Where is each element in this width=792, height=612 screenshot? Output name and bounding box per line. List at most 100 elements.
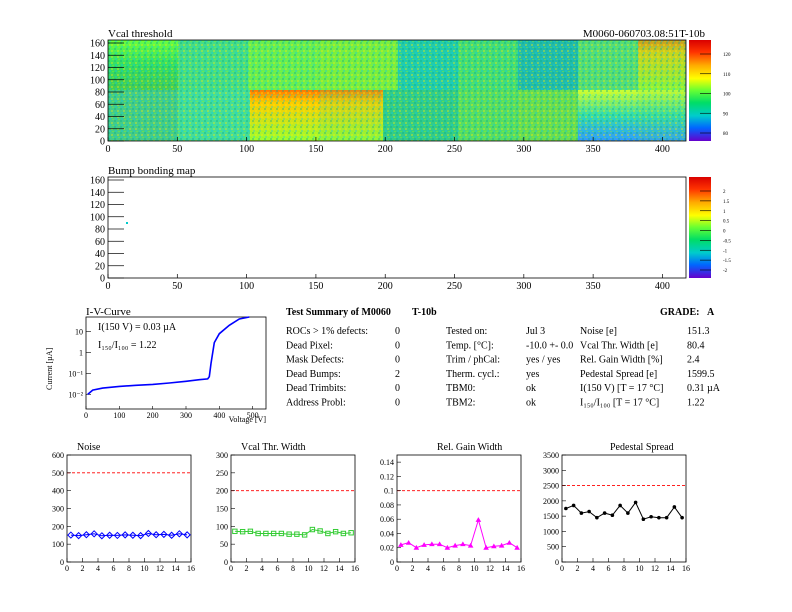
vcal-map-frame [107, 39, 687, 142]
data-point [587, 509, 591, 514]
y-tick-label: 120 [90, 200, 105, 211]
y-tick-label: 0 [60, 558, 64, 567]
x-tick-label: 100 [239, 144, 254, 155]
vcal-map-title: Vcal threshold [108, 28, 173, 40]
y-tick-label: 0.14 [380, 458, 394, 467]
series-line [400, 518, 518, 549]
y-tick-label: 150 [216, 505, 228, 514]
y-tick-label: 140 [90, 188, 105, 199]
x-tick-label: 250 [447, 281, 462, 292]
data-point [183, 531, 191, 539]
data-point [239, 528, 246, 535]
vcal-color-scale: 120 110 100 90 80 [689, 40, 731, 141]
x-tick-label: 8 [622, 564, 626, 573]
y-tick-label: 0 [100, 137, 105, 148]
y-tick-label: 400 [52, 487, 64, 496]
vcal-map-axes: 0 50 100 150 200 250 300 350 4000204060801001201… [90, 39, 670, 156]
summary-value: 80.4 [687, 340, 705, 351]
data-point [506, 539, 513, 545]
y-tick-label: 250 [216, 469, 228, 478]
x-tick-label: 50 [172, 144, 182, 155]
color-tick-label: -1 [723, 249, 728, 254]
data-point [452, 542, 458, 548]
data-point [98, 532, 106, 540]
iv-x-tick-label: 300 [180, 411, 192, 420]
chart-1: Vcal Thr. Width 0 50 100 150 200 250 300 0 2 4 6 8 10… [216, 442, 359, 573]
y-tick-label: 0 [555, 558, 559, 567]
x-tick-label: 150 [308, 144, 323, 155]
summary-label: ROCs > 1% defects: [286, 326, 368, 337]
summary-label: Rel. Gain Width [%] [580, 355, 663, 366]
summary-value: ok [526, 398, 536, 409]
x-tick-label: 0 [229, 564, 233, 573]
y-tick-label: 60 [95, 237, 105, 248]
color-tick-label: 110 [723, 73, 731, 78]
data-point [121, 531, 129, 539]
y-tick-label: 40 [95, 249, 105, 260]
summary-value: -10.0 +- 0.0 [526, 340, 573, 351]
x-tick-label: 200 [378, 281, 393, 292]
x-tick-label: 350 [586, 144, 601, 155]
summary-label: Trim / phCal: [446, 355, 500, 366]
chart-frame [66, 454, 192, 563]
iv-xlabel: Voltage [V] [229, 415, 267, 424]
y-tick-label: 2000 [543, 497, 559, 506]
x-tick-label: 14 [667, 564, 675, 573]
data-point [491, 543, 497, 549]
summary-title: Test Summary of M0060 [286, 307, 391, 318]
bump-map-panel: Bump bonding map 0 50 100 150 200 250 300 350 40… [90, 165, 731, 292]
x-tick-label: 50 [172, 281, 182, 292]
y-tick-label: 300 [52, 505, 64, 514]
y-tick-label: 140 [90, 51, 105, 62]
y-tick-label: 80 [95, 88, 105, 99]
chart-2: Rel. Gain Width 0 0.02 0.04 0.06 0.08 0.1 0.12 0… [380, 442, 525, 573]
chart-0: Noise 0 100 200 300 400 500 600 0 2 4 6 8 10 12 14 16 [52, 442, 195, 573]
test-summary: Test Summary of M0060 T-10b GRADE: A ROC… [286, 307, 721, 409]
summary-label: TBM0: [446, 383, 475, 394]
y-tick-label: 160 [90, 39, 105, 50]
x-tick-label: 10 [141, 564, 149, 573]
iv-curve-frame [85, 316, 267, 410]
color-tick-label: 0 [723, 230, 726, 235]
data-point [113, 531, 122, 540]
data-point [444, 544, 451, 550]
x-tick-label: 250 [447, 144, 462, 155]
data-point [294, 531, 300, 537]
summary-label: Therm. cycl.: [446, 369, 500, 380]
x-tick-label: 14 [172, 564, 180, 573]
x-tick-label: 0 [106, 281, 111, 292]
iv-x-tick-label: 400 [213, 411, 225, 420]
y-tick-label: 500 [52, 469, 64, 478]
data-point [436, 541, 443, 547]
data-point [167, 531, 176, 539]
color-tick-label: 1 [723, 210, 726, 215]
x-tick-label: 150 [308, 281, 323, 292]
data-point [82, 531, 91, 539]
x-tick-label: 6 [442, 564, 446, 573]
data-point [475, 517, 482, 522]
summary-value: 2.4 [687, 355, 700, 366]
y-tick-label: 0 [100, 274, 105, 285]
data-point [309, 526, 316, 533]
data-point [67, 531, 75, 539]
summary-value: 0.31 µA [687, 383, 721, 394]
summary-label: Mask Defects: [286, 355, 344, 366]
summary-test-id: T-10b [412, 307, 437, 318]
color-tick-label: 90 [723, 112, 729, 117]
data-point [325, 530, 331, 537]
iv-curve-title: I-V-Curve [86, 306, 131, 318]
vcal-heatmap [108, 40, 686, 141]
series-line [565, 501, 683, 520]
iv-ylabel: Current [µA] [45, 348, 54, 390]
x-tick-label: 4 [591, 564, 595, 573]
summary-value: 2 [395, 369, 400, 380]
summary-value: 151.3 [687, 326, 710, 337]
y-tick-label: 600 [52, 451, 64, 460]
summary-value: yes [526, 369, 539, 380]
data-point [255, 530, 261, 537]
summary-value: 0 [395, 340, 400, 351]
y-tick-label: 60 [95, 100, 105, 111]
x-tick-label: 0 [106, 144, 111, 155]
